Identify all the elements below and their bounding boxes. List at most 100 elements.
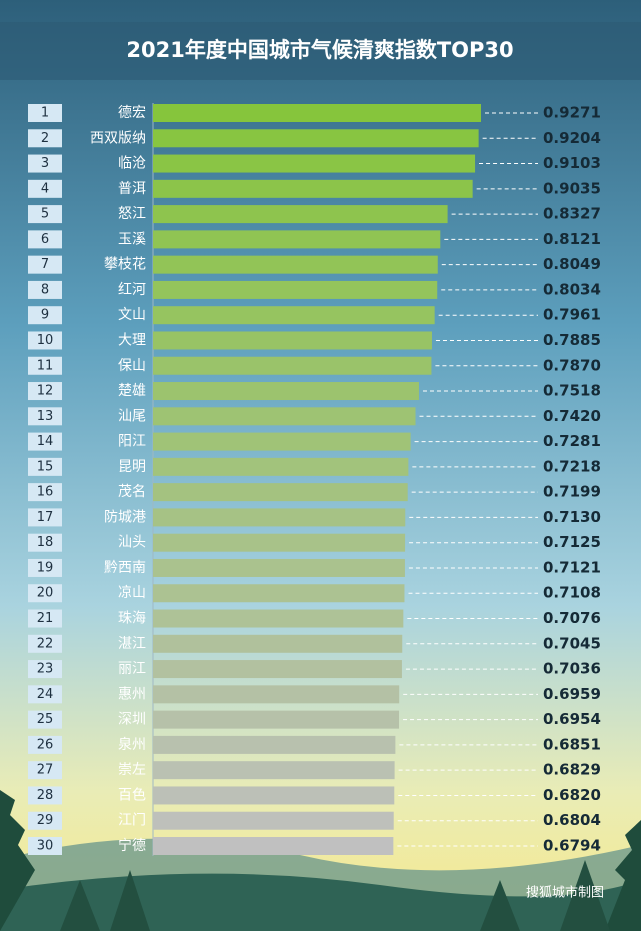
category-label: 惠州 [118, 686, 146, 702]
value-label: 0.7045 [543, 634, 601, 652]
bar [153, 306, 435, 325]
bar [153, 255, 438, 274]
rank-label: 5 [41, 207, 49, 222]
category-label: 文山 [118, 307, 146, 323]
bar [153, 508, 406, 527]
category-label: 崇左 [118, 762, 146, 778]
value-label: 0.7420 [543, 407, 601, 425]
bar [153, 483, 408, 502]
category-label: 泉州 [118, 736, 146, 753]
rank-label: 29 [37, 813, 54, 828]
bar [153, 685, 400, 704]
category-label: 防城港 [104, 509, 146, 525]
bar [153, 558, 405, 577]
rank-label: 6 [41, 232, 49, 247]
rank-box [28, 609, 62, 628]
value-label: 0.9103 [543, 154, 601, 172]
rank-box [28, 382, 62, 401]
rank-label: 12 [37, 384, 54, 399]
rank-label: 25 [37, 712, 54, 727]
category-label: 阳江 [118, 434, 146, 450]
rank-box [28, 280, 62, 299]
category-label: 百色 [118, 786, 146, 803]
rank-box [28, 331, 62, 350]
bar [153, 382, 419, 401]
value-label: 0.7130 [543, 508, 601, 526]
value-label: 0.6820 [543, 786, 601, 804]
rank-label: 23 [37, 662, 54, 677]
rank-label: 30 [37, 839, 54, 854]
category-label: 凉山 [118, 585, 146, 601]
value-label: 0.7125 [543, 533, 601, 551]
rank-box [28, 457, 62, 476]
category-label: 攀枝花 [104, 257, 146, 273]
value-label: 0.6959 [543, 685, 601, 703]
rank-box [28, 407, 62, 426]
category-label: 玉溪 [118, 231, 146, 247]
rank-box [28, 508, 62, 527]
bar [153, 457, 409, 476]
chart-title: 2021年度中国城市气候清爽指数TOP30 [126, 38, 513, 62]
rank-box [28, 483, 62, 502]
value-label: 0.7121 [543, 558, 601, 576]
bar [153, 735, 396, 754]
category-label: 深圳 [118, 712, 146, 728]
rank-label: 7 [41, 257, 49, 272]
category-label: 临沧 [118, 155, 146, 172]
bar [153, 205, 448, 224]
rank-box [28, 230, 62, 249]
rank-label: 1 [41, 106, 49, 121]
rank-label: 4 [41, 181, 49, 196]
category-label: 西双版纳 [90, 130, 146, 146]
rank-box [28, 558, 62, 577]
source-note: 搜狐城市制图 [526, 885, 604, 901]
value-label: 0.9204 [543, 129, 601, 147]
value-label: 0.7961 [543, 306, 601, 324]
rank-label: 20 [37, 586, 54, 601]
value-label: 0.6794 [543, 837, 601, 855]
rank-label: 3 [41, 156, 49, 171]
bar [153, 660, 402, 679]
rank-label: 16 [37, 485, 54, 500]
rank-label: 26 [37, 737, 54, 752]
rank-label: 11 [37, 358, 54, 373]
bar [153, 129, 479, 148]
rank-label: 19 [37, 560, 54, 575]
value-label: 0.7885 [543, 331, 601, 349]
value-label: 0.6851 [543, 735, 601, 753]
rank-label: 14 [37, 434, 54, 449]
rank-box [28, 735, 62, 754]
scenery [0, 790, 641, 931]
category-label: 汕头 [118, 535, 146, 551]
category-label: 江门 [118, 813, 146, 829]
rank-box [28, 255, 62, 274]
rank-box [28, 710, 62, 729]
category-label: 黔西南 [104, 560, 146, 576]
category-label: 德宏 [118, 105, 146, 121]
rank-label: 27 [37, 763, 54, 778]
value-label: 0.6954 [543, 710, 601, 728]
title-band [0, 22, 641, 80]
rank-label: 13 [37, 409, 54, 424]
rank-label: 15 [37, 459, 54, 474]
rank-box [28, 306, 62, 325]
rank-box [28, 685, 62, 704]
bar [153, 584, 405, 603]
bar [153, 230, 441, 249]
value-label: 0.7218 [543, 457, 601, 475]
rank-label: 21 [37, 611, 54, 626]
bar [153, 761, 395, 780]
rank-box [28, 634, 62, 653]
rank-box [28, 811, 62, 830]
value-label: 0.7518 [543, 382, 601, 400]
category-label: 湛江 [118, 636, 146, 652]
value-label: 0.7199 [543, 483, 601, 501]
category-label: 汕尾 [118, 408, 146, 424]
rank-label: 24 [37, 687, 54, 702]
rank-label: 8 [41, 282, 49, 297]
bar [153, 104, 481, 122]
bar [153, 786, 395, 805]
rank-box [28, 104, 62, 122]
value-label: 0.7870 [543, 356, 601, 374]
category-label: 楚雄 [118, 383, 146, 399]
